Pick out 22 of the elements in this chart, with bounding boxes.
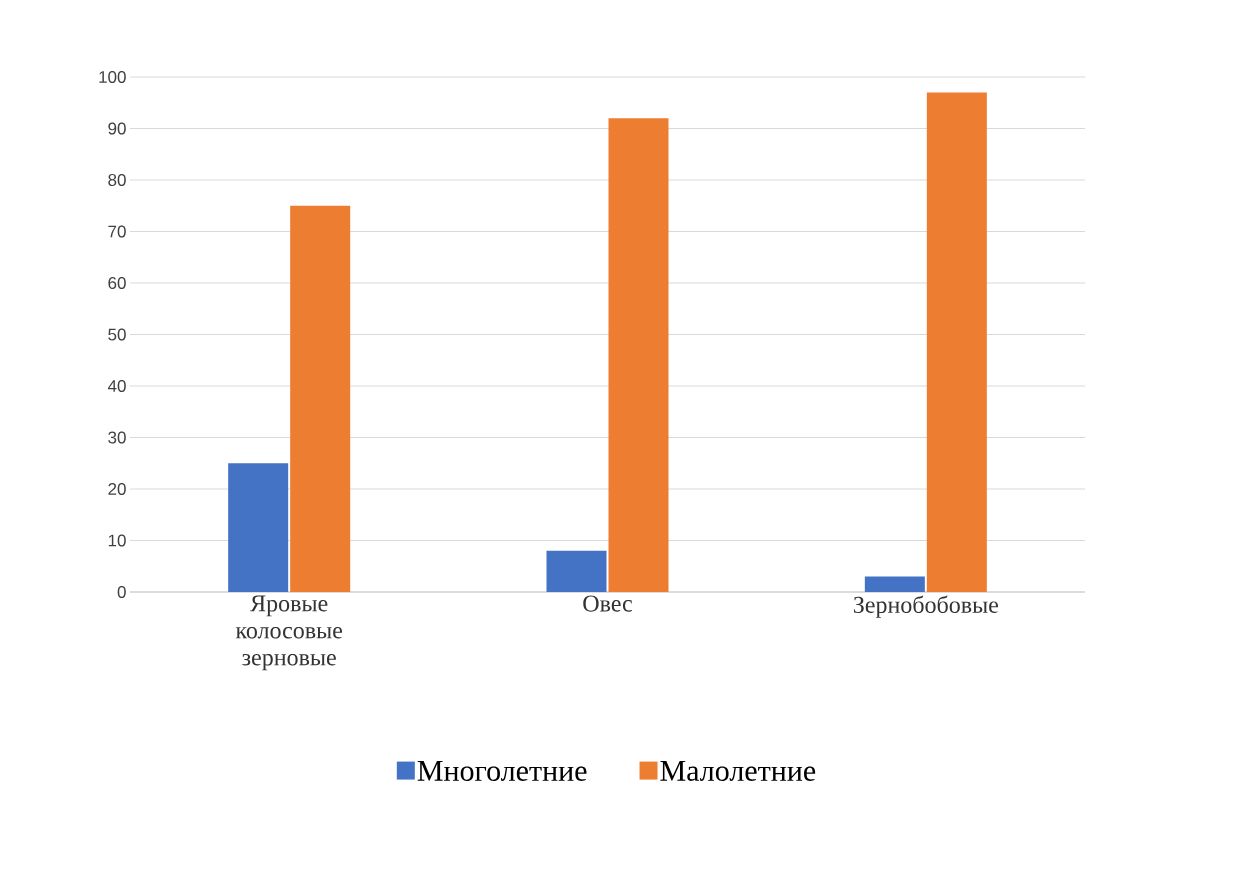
y-tick-label: 30 xyxy=(108,431,126,444)
legend-label: Малолетние xyxy=(660,761,816,781)
x-tick-label: Яровые колосовые зерновые xyxy=(235,595,343,671)
y-tick-label: 0 xyxy=(117,585,126,599)
y-tick-label: 100 xyxy=(99,70,126,84)
y-tick-label: 70 xyxy=(108,225,126,238)
bar xyxy=(926,92,987,592)
y-tick-label: 50 xyxy=(108,328,126,341)
y-tick-label: 90 xyxy=(108,122,126,135)
x-tick-label: Зернобобовые xyxy=(853,595,999,618)
bar xyxy=(290,205,351,592)
y-tick-label: 20 xyxy=(108,482,126,496)
y-tick-label: 10 xyxy=(108,534,126,547)
bar xyxy=(228,463,289,592)
y-tick-label: 60 xyxy=(108,276,126,290)
bar xyxy=(864,576,925,592)
legend-label: Многолетние xyxy=(417,761,587,781)
y-tick-label: 40 xyxy=(107,379,126,393)
bar xyxy=(546,550,607,592)
y-tick-label: 80 xyxy=(108,173,126,187)
bar xyxy=(608,118,669,592)
x-tick-label: Овес xyxy=(583,595,632,612)
